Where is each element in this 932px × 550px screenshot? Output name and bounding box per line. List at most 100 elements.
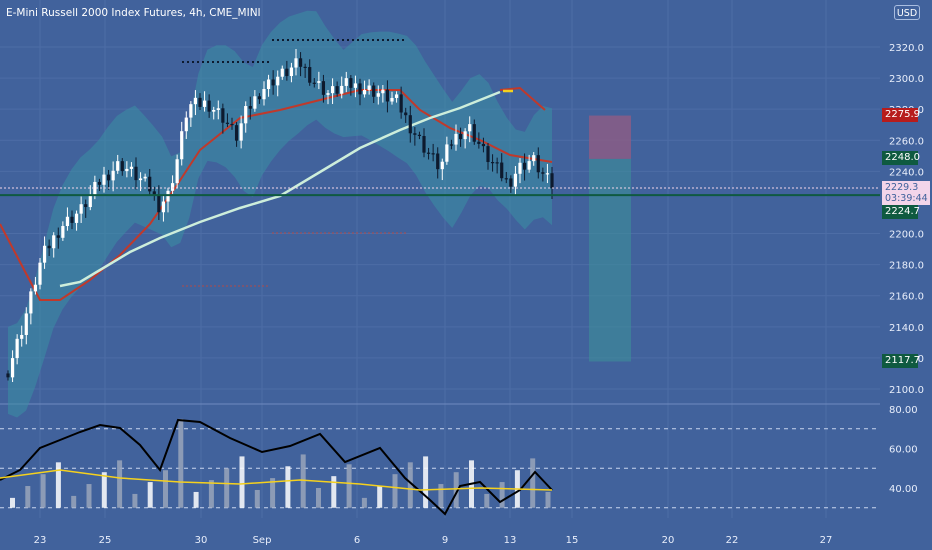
candle-body: [212, 109, 216, 112]
price-tick-label: 2100.0: [889, 385, 924, 396]
candle-body: [61, 226, 65, 238]
candle-body: [198, 97, 202, 107]
candle-body: [500, 162, 504, 179]
candle-body: [148, 176, 152, 192]
candle-body: [349, 78, 353, 88]
band-fill: [8, 10, 552, 418]
oscillator-panel: [0, 418, 880, 516]
candle-body: [38, 262, 42, 285]
candle-body: [449, 144, 454, 146]
candle-body: [253, 96, 257, 109]
time-tick-label: 15: [566, 535, 579, 546]
stop-price-tag: 2275.9: [882, 108, 920, 122]
volume-bar: [224, 468, 230, 508]
candle-body: [262, 89, 266, 100]
volume-bar: [453, 472, 459, 508]
candle-body: [404, 112, 408, 116]
candle-body: [106, 174, 111, 181]
candle-body: [285, 68, 289, 77]
time-tick-label: 25: [99, 535, 112, 546]
candle-body: [532, 155, 536, 162]
candle-body: [47, 245, 51, 249]
price-tick-label: 2140.0: [889, 323, 924, 334]
candle-body: [536, 155, 540, 173]
candle-body: [10, 358, 15, 378]
volume-bar: [499, 482, 505, 508]
candle-body: [134, 166, 138, 181]
candle-body: [15, 338, 19, 359]
price-level-lines: [0, 187, 880, 197]
volume-bar: [285, 466, 291, 508]
candle-body: [381, 89, 385, 94]
candle-body: [189, 104, 193, 118]
candle-body: [495, 162, 499, 164]
price-axis[interactable]: 2320.02300.02280.02260.02240.02200.02180…: [889, 43, 924, 396]
candle-body: [335, 86, 339, 94]
candlestick-series: [6, 48, 554, 383]
volume-bar: [346, 464, 352, 508]
bollinger-band: [8, 10, 552, 418]
candle-body: [454, 133, 458, 145]
candle-body: [70, 216, 74, 223]
time-tick-label: Sep: [253, 535, 272, 546]
candle-body: [161, 201, 166, 213]
candle-body: [522, 162, 527, 170]
volume-bar: [438, 484, 444, 508]
candle-body: [481, 143, 486, 147]
fast-ma-line: [0, 89, 553, 301]
candle-body: [216, 108, 220, 110]
candle-body: [24, 313, 28, 335]
candle-body: [244, 106, 248, 124]
candle-body: [294, 58, 298, 68]
candle-body: [426, 152, 431, 154]
short-position-tool[interactable]: [589, 115, 631, 362]
time-axis[interactable]: 23 25 30 Sep 6 9 13 15 20 22 27: [34, 535, 833, 546]
candle-body: [74, 213, 79, 223]
candle-body: [372, 85, 376, 97]
fast-ma-line-ext: [499, 86, 546, 111]
candle-body: [326, 93, 330, 95]
candle-body: [138, 178, 143, 181]
slow-ma-line: [59, 90, 501, 288]
time-tick-label: 27: [820, 535, 833, 546]
candle-body: [413, 133, 417, 135]
moving-averages: [0, 86, 553, 301]
candle-body: [20, 334, 24, 339]
candle-body: [317, 81, 321, 83]
volume-bar: [117, 460, 123, 508]
volume-bar: [147, 482, 153, 508]
candle-body: [79, 204, 83, 214]
price-tick-label: 2320.0: [889, 43, 924, 54]
candle-body: [550, 173, 554, 189]
candle-body: [518, 162, 522, 174]
candle-body: [344, 78, 348, 86]
candle-body: [276, 76, 280, 86]
candle-body: [394, 94, 399, 98]
candle-body: [157, 194, 161, 213]
candle-body: [271, 79, 275, 86]
candle-body: [408, 115, 412, 134]
candle-body: [463, 131, 467, 140]
volume-bar: [239, 456, 245, 508]
volume-bar: [316, 488, 321, 508]
position-stop-zone: [589, 115, 631, 159]
volume-bar: [545, 491, 551, 508]
candle-body: [321, 81, 326, 95]
candle-body: [120, 161, 124, 172]
current-price-tag: 2229.3 03:39:44: [882, 181, 930, 205]
volume-bar: [377, 486, 383, 508]
volume-bar: [208, 480, 214, 508]
candle-body: [280, 68, 284, 77]
candle-body: [52, 235, 56, 249]
candle-body: [65, 216, 70, 227]
candle-body: [33, 284, 38, 292]
currency-badge[interactable]: USD: [894, 5, 920, 20]
candle-body: [42, 245, 47, 263]
time-tick-label: 23: [34, 535, 47, 546]
level-price-tag: 2224.7: [882, 205, 920, 219]
volume-bar: [40, 474, 46, 508]
candle-body: [180, 131, 184, 160]
candle-body: [486, 146, 490, 163]
time-tick-label: 6: [354, 535, 360, 546]
